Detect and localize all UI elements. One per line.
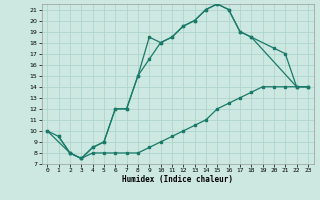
X-axis label: Humidex (Indice chaleur): Humidex (Indice chaleur): [122, 175, 233, 184]
